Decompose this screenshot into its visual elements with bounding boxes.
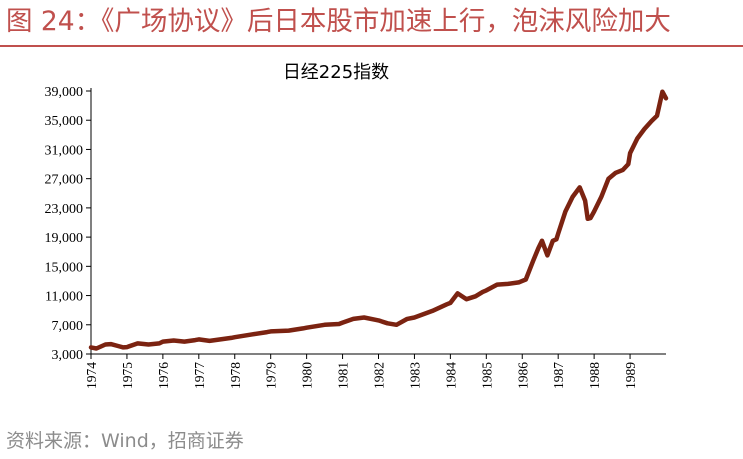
x-tick-label: 1983 — [407, 362, 422, 389]
y-tick-label: 31,000 — [45, 143, 84, 158]
x-tick-label: 1988 — [587, 362, 602, 389]
x-axis-ticks: 1974 1975 1976 1977 1978 1979 1980 1981 1982 1983… — [84, 354, 638, 389]
x-tick-label: 1975 — [120, 362, 135, 389]
chart-title: 日经225指数 — [283, 62, 389, 83]
x-tick-label: 1978 — [228, 362, 243, 389]
y-tick-label: 19,000 — [45, 231, 84, 246]
x-tick-label: 1982 — [372, 362, 387, 389]
y-tick-label: 39,000 — [45, 85, 84, 100]
x-tick-label: 1974 — [84, 362, 99, 389]
y-tick-label: 23,000 — [45, 202, 84, 217]
source-note: 资料来源：Wind，招商证券 — [6, 430, 244, 452]
x-tick-label: 1986 — [515, 362, 530, 389]
y-tick-label: 11,000 — [45, 290, 83, 305]
x-tick-label: 1981 — [336, 362, 351, 389]
x-tick-label: 1987 — [551, 362, 566, 389]
y-tick-label: 3,000 — [52, 348, 84, 363]
x-tick-label: 1979 — [264, 362, 279, 389]
y-tick-label: 35,000 — [45, 114, 84, 129]
x-tick-label: 1989 — [623, 362, 638, 389]
figure-title: 图 24：《广场协议》后日本股市加速上行，泡沫风险加大 — [6, 6, 671, 37]
y-tick-label: 15,000 — [45, 260, 84, 275]
x-tick-label: 1984 — [443, 362, 458, 389]
y-tick-label: 27,000 — [45, 173, 84, 188]
y-axis-ticks: 3,000 7,000 11,000 15,000 19,000 23,000 27,000… — [45, 85, 91, 363]
x-tick-label: 1976 — [156, 362, 171, 389]
y-tick-label: 7,000 — [52, 319, 84, 334]
title-divider — [0, 45, 743, 47]
x-tick-label: 1977 — [192, 362, 207, 389]
x-tick-label: 1985 — [479, 362, 494, 389]
series-line — [88, 89, 669, 351]
x-tick-label: 1980 — [300, 362, 315, 389]
nikkei-line-chart: 日经225指数 3,000 7,000 11,000 15,000 19,000 23,0… — [45, 62, 669, 389]
